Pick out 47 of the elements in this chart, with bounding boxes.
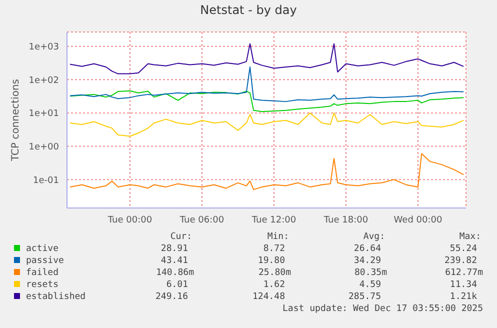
- legend-label: passive: [25, 256, 64, 266]
- legend-label: failed: [25, 268, 59, 278]
- text: 140.86m: [156, 268, 194, 278]
- text: 25.80m: [258, 268, 291, 278]
- text: 43.41: [160, 256, 188, 266]
- chart-title: Netstat - by day: [199, 3, 298, 17]
- text: 6.01: [166, 280, 188, 290]
- text: 80.35m: [354, 268, 387, 278]
- text: 285.75: [348, 292, 381, 302]
- text: 1.62: [263, 280, 285, 290]
- text: 11.34: [450, 280, 477, 290]
- text: 26.64: [354, 244, 381, 254]
- y-tick-label: 1e+01: [28, 109, 59, 120]
- text: Cur:: [170, 232, 192, 242]
- line-series: [70, 112, 464, 137]
- legend-label: active: [25, 244, 59, 254]
- text: 34.29: [354, 256, 381, 266]
- text: 8.72: [263, 244, 285, 254]
- line-series: [70, 153, 464, 190]
- legend-label: established: [25, 292, 86, 302]
- x-tick-label: Tue 00:00: [106, 215, 152, 226]
- text: 612.77m: [445, 268, 483, 278]
- text: Avg:: [363, 232, 385, 242]
- text: 1.21k: [450, 292, 477, 302]
- line-series: [70, 66, 464, 102]
- text: 239.82: [444, 256, 477, 266]
- legend-label: resets: [25, 280, 59, 290]
- text: 19.80: [258, 256, 285, 266]
- text: 55.24: [450, 244, 477, 254]
- text: 249.16: [155, 292, 188, 302]
- text: 124.48: [252, 292, 285, 302]
- x-tick-label: Wed 00:00: [394, 215, 442, 226]
- x-tick-label: Tue 06:00: [178, 215, 224, 226]
- y-tick-label: 1e+02: [28, 76, 59, 86]
- text: 4.59: [359, 280, 381, 290]
- x-tick-label: Tue 18:00: [322, 215, 368, 226]
- y-axis-title: TCP connections: [10, 78, 22, 162]
- x-tick-label: Tue 12:00: [250, 215, 296, 226]
- text: 28.91: [160, 244, 188, 254]
- y-tick-label: 1e+00: [28, 142, 60, 152]
- text: Min:: [267, 232, 289, 242]
- text: Max:: [459, 232, 481, 242]
- line-series: [70, 43, 464, 74]
- y-tick-label: 1e+03: [28, 42, 59, 53]
- y-tick-label: 1e-01: [33, 176, 59, 186]
- line-series: [70, 90, 464, 112]
- text: Last update: Wed Dec 17 03:55:00 2025: [282, 304, 483, 314]
